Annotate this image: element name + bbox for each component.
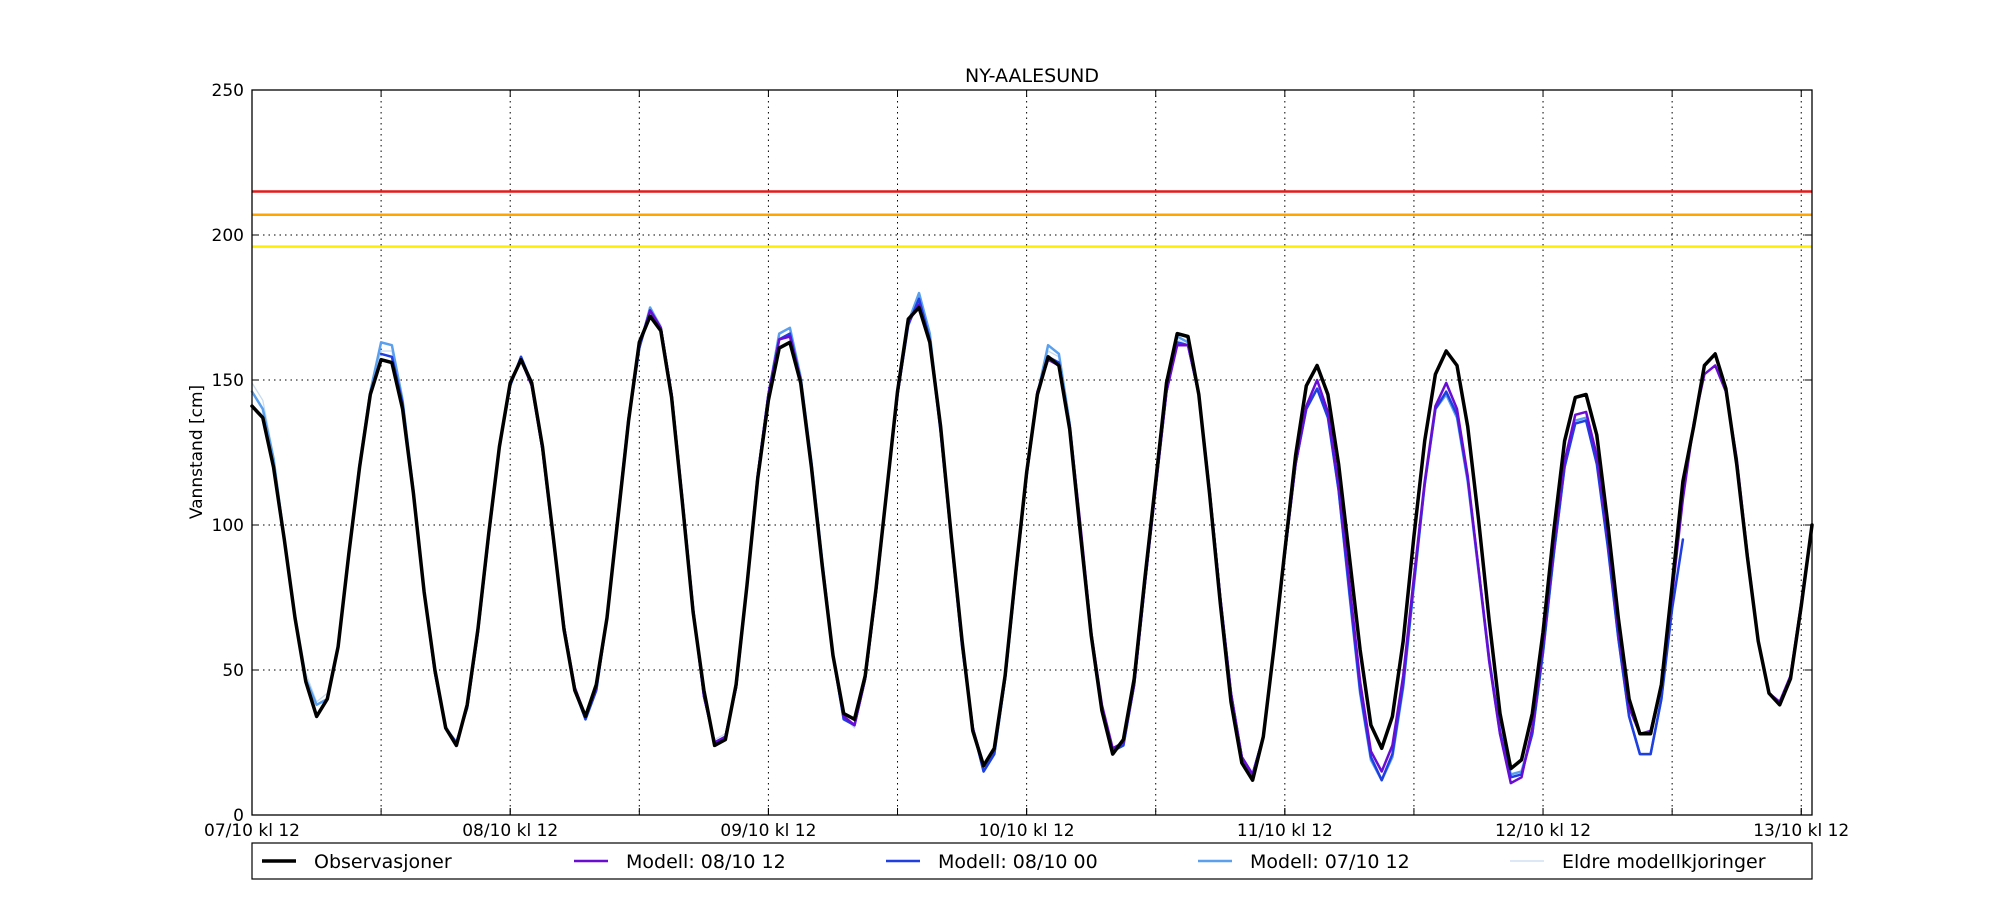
series-line-eldre-modellkjoringer (251, 298, 1275, 776)
threshold-layer (252, 190, 1812, 248)
x-tick-label: 12/10 kl 12 (1495, 821, 1591, 841)
legend-label: Modell: 07/10 12 (1250, 851, 1410, 873)
legend: Observasjoner Modell: 08/10 12 Modell: 08/… (251, 842, 1813, 880)
chart-title: NY-AALESUND (965, 65, 1099, 87)
y-tick-label: 0 (233, 806, 244, 826)
x-tick-label: 09/10 kl 12 (720, 821, 816, 841)
x-tick-label: 11/10 kl 12 (1237, 821, 1333, 841)
y-tick-label: 50 (222, 661, 244, 681)
y-tick-label: 100 (212, 516, 244, 536)
legend-label: Modell: 08/10 12 (626, 851, 786, 873)
x-tick-label: 10/10 kl 12 (979, 821, 1075, 841)
x-tick-label: 07/10 kl 12 (204, 821, 300, 841)
series-layer (250, 291, 1814, 785)
y-tick-label: 250 (212, 81, 244, 101)
x-tick-label: 13/10 kl 12 (1753, 821, 1849, 841)
series-line-observasjoner (250, 305, 1814, 782)
legend-items: Observasjoner Modell: 08/10 12 Modell: 08/… (262, 851, 1766, 873)
legend-label: Eldre modellkjoringer (1562, 851, 1766, 873)
grid-layer (252, 90, 1812, 815)
series-line-modell-08-10-12 (508, 303, 1814, 785)
y-axis-label: Vannstand [cm] (187, 385, 207, 519)
legend-label: Observasjoner (314, 851, 452, 873)
tick-layer: 0 50 100 150 200 250 07/10 kl 12 08/10 kl 12 09/… (204, 81, 1849, 841)
legend-frame (251, 842, 1813, 880)
plot-frame (251, 89, 1813, 816)
x-tick-label: 08/10 kl 12 (462, 821, 558, 841)
y-tick-label: 150 (212, 371, 244, 391)
legend-label: Modell: 08/10 00 (938, 851, 1098, 873)
series-line-modell-08-10-00 (379, 297, 1685, 782)
y-tick-label: 200 (212, 226, 244, 246)
